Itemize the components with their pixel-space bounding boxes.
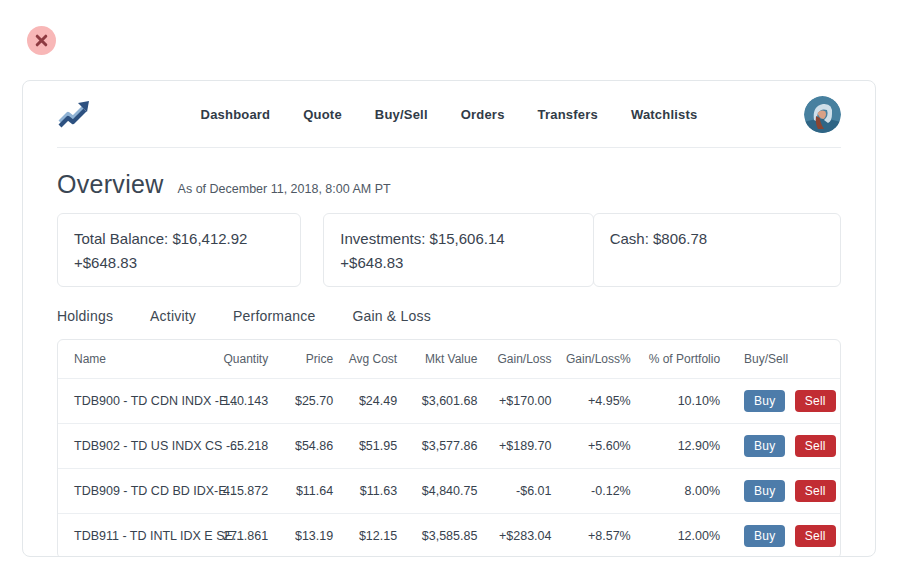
section-tabs: Holdings Activity Performance Gain & Los… — [57, 308, 841, 324]
investments-value: Investments: $15,606.14 — [340, 227, 576, 251]
sell-button[interactable]: Sell — [795, 435, 836, 457]
top-nav-bar: Dashboard Quote Buy/Sell Orders Transfer… — [57, 81, 841, 148]
holding-gain-loss: -$6.01 — [477, 468, 551, 513]
nav-item-transfers[interactable]: Transfers — [538, 107, 598, 122]
user-avatar[interactable] — [804, 96, 841, 133]
col-header-buy-sell: Buy/Sell — [720, 340, 840, 378]
total-balance-value: Total Balance: $16,412.92 — [74, 227, 284, 251]
holding-avg-cost: $51.95 — [333, 423, 397, 468]
holding-mkt-value: $3,577.86 — [397, 423, 477, 468]
col-header-avg-cost: Avg Cost — [333, 340, 397, 378]
table-row: TDB900 - TD CDN INDX -E... 140.143 $25.7… — [58, 378, 840, 423]
buy-button[interactable]: Buy — [744, 390, 785, 412]
holding-name: TDB911 - TD INTL IDX E SE... — [58, 513, 210, 557]
trend-chart-logo-icon — [57, 99, 91, 129]
overview-header: Overview As of December 11, 2018, 8:00 A… — [57, 170, 841, 199]
holding-gain-loss-pct: +8.57% — [552, 513, 631, 557]
holding-gain-loss: +$189.70 — [477, 423, 551, 468]
investments-change: +$648.83 — [340, 251, 576, 275]
holding-portfolio-pct: 12.90% — [631, 423, 720, 468]
holding-name: TDB902 - TD US INDX CS -... — [58, 423, 210, 468]
tab-activity[interactable]: Activity — [150, 308, 196, 324]
col-header-gain-loss-pct: Gain/Loss% — [552, 340, 631, 378]
page-title: Overview — [57, 170, 164, 199]
nav-item-watchlists[interactable]: Watchlists — [631, 107, 698, 122]
col-header-price: Price — [268, 340, 333, 378]
holding-portfolio-pct: 10.10% — [631, 378, 720, 423]
nav-item-dashboard[interactable]: Dashboard — [201, 107, 271, 122]
sell-button[interactable]: Sell — [795, 525, 836, 547]
cash-value: Cash: $806.78 — [610, 227, 824, 251]
close-icon — [34, 33, 49, 48]
holding-portfolio-pct: 12.00% — [631, 513, 720, 557]
sell-button[interactable]: Sell — [795, 390, 836, 412]
col-header-gain-loss: Gain/Loss — [477, 340, 551, 378]
sell-button[interactable]: Sell — [795, 480, 836, 502]
close-button[interactable] — [27, 26, 56, 55]
holding-price: $25.70 — [268, 378, 333, 423]
avatar-photo — [804, 96, 841, 133]
page: Dashboard Quote Buy/Sell Orders Transfer… — [0, 0, 900, 575]
holding-name: TDB909 - TD CD BD IDX-E... — [58, 468, 210, 513]
holding-mkt-value: $3,601.68 — [397, 378, 477, 423]
as-of-timestamp: As of December 11, 2018, 8:00 AM PT — [178, 182, 391, 196]
table-row: TDB902 - TD US INDX CS -... 65.218 $54.8… — [58, 423, 840, 468]
buy-button[interactable]: Buy — [744, 480, 785, 502]
tab-holdings[interactable]: Holdings — [57, 308, 113, 324]
holding-mkt-value: $4,840.75 — [397, 468, 477, 513]
col-header-name: Name — [58, 340, 210, 378]
holding-mkt-value: $3,585.85 — [397, 513, 477, 557]
main-nav: Dashboard Quote Buy/Sell Orders Transfer… — [201, 107, 698, 122]
total-balance-card: Total Balance: $16,412.92 +$648.83 — [57, 213, 301, 287]
nav-item-buy-sell[interactable]: Buy/Sell — [375, 107, 428, 122]
buy-button[interactable]: Buy — [744, 435, 785, 457]
account-summary: Total Balance: $16,412.92 +$648.83 Inves… — [57, 213, 841, 287]
holding-gain-loss-pct: +5.60% — [552, 423, 631, 468]
holdings-table-card: Name Quantity Price Avg Cost Mkt Value G… — [57, 339, 841, 557]
holding-gain-loss: +$283.04 — [477, 513, 551, 557]
holding-name: TDB900 - TD CDN INDX -E... — [58, 378, 210, 423]
nav-item-quote[interactable]: Quote — [303, 107, 342, 122]
holding-gain-loss-pct: -0.12% — [552, 468, 631, 513]
holding-price: $11.64 — [268, 468, 333, 513]
holding-gain-loss-pct: +4.95% — [552, 378, 631, 423]
holding-price: $13.19 — [268, 513, 333, 557]
col-header-mkt-value: Mkt Value — [397, 340, 477, 378]
total-balance-change: +$648.83 — [74, 251, 284, 275]
holdings-table: Name Quantity Price Avg Cost Mkt Value G… — [58, 340, 840, 557]
table-row: TDB909 - TD CD BD IDX-E... 415.872 $11.6… — [58, 468, 840, 513]
tab-gain-loss[interactable]: Gain & Loss — [352, 308, 430, 324]
holding-portfolio-pct: 8.00% — [631, 468, 720, 513]
holding-avg-cost: $12.15 — [333, 513, 397, 557]
table-header-row: Name Quantity Price Avg Cost Mkt Value G… — [58, 340, 840, 378]
buy-button[interactable]: Buy — [744, 525, 785, 547]
app-card: Dashboard Quote Buy/Sell Orders Transfer… — [22, 80, 876, 557]
holding-avg-cost: $24.49 — [333, 378, 397, 423]
tab-performance[interactable]: Performance — [233, 308, 315, 324]
holding-price: $54.86 — [268, 423, 333, 468]
col-header-portfolio-pct: % of Portfolio — [631, 340, 720, 378]
cash-card: Cash: $806.78 — [593, 213, 841, 287]
holding-avg-cost: $11.63 — [333, 468, 397, 513]
table-row: TDB911 - TD INTL IDX E SE... 271.861 $13… — [58, 513, 840, 557]
nav-item-orders[interactable]: Orders — [461, 107, 505, 122]
holding-gain-loss: +$170.00 — [477, 378, 551, 423]
investments-card: Investments: $15,606.14 +$648.83 — [323, 213, 593, 287]
col-header-quantity: Quantity — [210, 340, 268, 378]
